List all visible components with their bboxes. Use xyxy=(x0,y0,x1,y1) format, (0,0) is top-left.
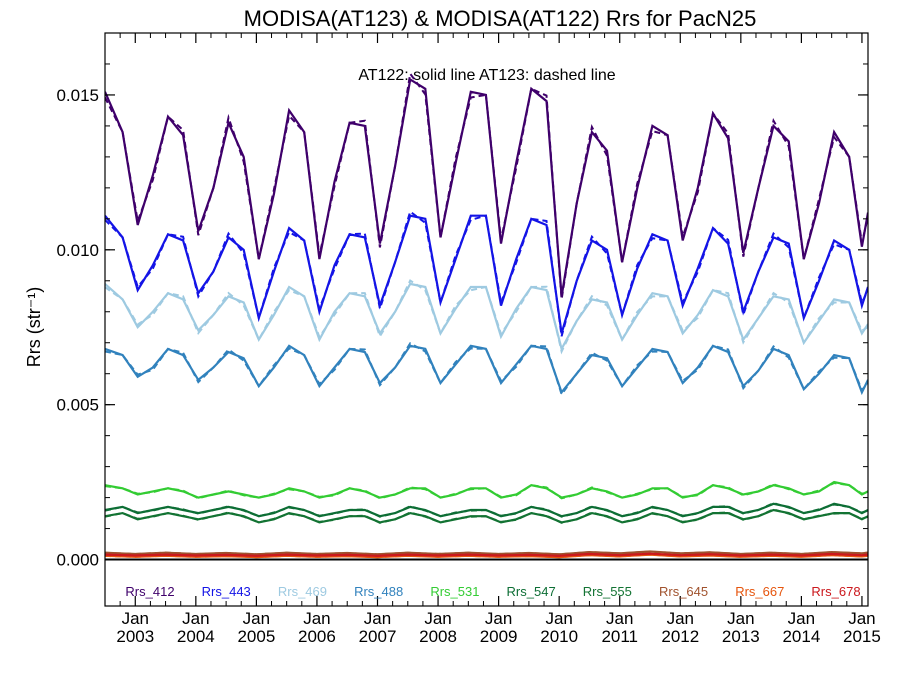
legend-item-rrs-531: Rrs_531 xyxy=(430,584,479,599)
series-line-rrs-488-at123 xyxy=(105,341,868,397)
legend-item-rrs-678: Rrs_678 xyxy=(811,584,860,599)
x-tick-month: Jan xyxy=(424,609,451,628)
x-tick-year: 2010 xyxy=(540,627,578,646)
y-tick-label: 0.010 xyxy=(56,241,99,260)
x-axis-ticks: Jan2003Jan2004Jan2005Jan2006Jan2007Jan20… xyxy=(116,33,881,646)
x-tick-year: 2009 xyxy=(480,627,518,646)
series-line-rrs-469-at122 xyxy=(105,282,868,352)
x-tick-month: Jan xyxy=(545,609,572,628)
legend-item-rrs-667: Rrs_667 xyxy=(735,584,784,599)
x-tick-year: 2015 xyxy=(843,627,881,646)
x-tick-month: Jan xyxy=(606,609,633,628)
series-line-rrs-531-at123 xyxy=(105,481,868,500)
series-line-rrs-488-at122 xyxy=(105,344,868,396)
legend-item-rrs-443: Rrs_443 xyxy=(202,584,251,599)
series-line-rrs-555-at123 xyxy=(105,508,868,524)
series-line-rrs-443-at123 xyxy=(105,209,868,337)
x-tick-year: 2005 xyxy=(237,627,275,646)
series-line-rrs-678-at123 xyxy=(105,552,868,557)
legend: Rrs_412 Rrs_443 Rrs_469 Rrs_488 Rrs_531 Rrs_5… xyxy=(125,584,860,599)
legend-item-rrs-412: Rrs_412 xyxy=(125,584,174,599)
x-tick-year: 2011 xyxy=(601,627,638,646)
series-layer xyxy=(105,71,868,559)
x-tick-year: 2006 xyxy=(298,627,336,646)
y-axis-ticks: 0.000 0.005 0.010 0.015 xyxy=(56,63,868,570)
chart-annotation: AT122: solid line AT123: dashed line xyxy=(358,67,615,84)
x-tick-month: Jan xyxy=(122,609,149,628)
series-line-rrs-443-at122 xyxy=(105,214,868,334)
chart-title: MODISA(AT123) & MODISA(AT122) Rrs for Pa… xyxy=(244,6,757,31)
plot-frame xyxy=(104,32,869,607)
series-line-rrs-547-at123 xyxy=(105,502,868,518)
x-tick-month: Jan xyxy=(727,609,754,628)
legend-item-rrs-645: Rrs_645 xyxy=(659,584,708,599)
x-tick-month: Jan xyxy=(667,609,694,628)
x-tick-month: Jan xyxy=(303,609,330,628)
y-tick-label: 0.000 xyxy=(56,551,99,570)
legend-item-rrs-488: Rrs_488 xyxy=(354,584,403,599)
x-tick-year: 2004 xyxy=(177,627,215,646)
y-tick-label: 0.015 xyxy=(56,86,99,105)
x-tick-year: 2013 xyxy=(722,627,760,646)
legend-item-rrs-555: Rrs_555 xyxy=(583,584,632,599)
x-tick-month: Jan xyxy=(788,609,815,628)
series-line-rrs-645-at123 xyxy=(105,550,868,556)
x-tick-month: Jan xyxy=(485,609,512,628)
x-tick-year: 2003 xyxy=(116,627,154,646)
series-line-rrs-667-at123 xyxy=(105,553,868,559)
x-tick-year: 2008 xyxy=(419,627,457,646)
x-tick-year: 2007 xyxy=(359,627,397,646)
y-axis-label: Rrs (str⁻¹) xyxy=(24,287,44,367)
x-tick-month: Jan xyxy=(364,609,391,628)
series-line-rrs-412-at122 xyxy=(105,77,868,297)
series-line-rrs-531-at122 xyxy=(105,480,868,499)
x-tick-year: 2014 xyxy=(782,627,820,646)
x-tick-year: 2012 xyxy=(661,627,699,646)
legend-item-rrs-547: Rrs_547 xyxy=(507,584,556,599)
x-tick-month: Jan xyxy=(182,609,209,628)
x-tick-month: Jan xyxy=(243,609,270,628)
y-tick-label: 0.005 xyxy=(56,396,99,415)
series-line-rrs-412-at123 xyxy=(105,71,868,300)
x-tick-month: Jan xyxy=(848,609,875,628)
series-line-rrs-469-at123 xyxy=(105,279,868,355)
legend-item-rrs-469: Rrs_469 xyxy=(278,584,327,599)
